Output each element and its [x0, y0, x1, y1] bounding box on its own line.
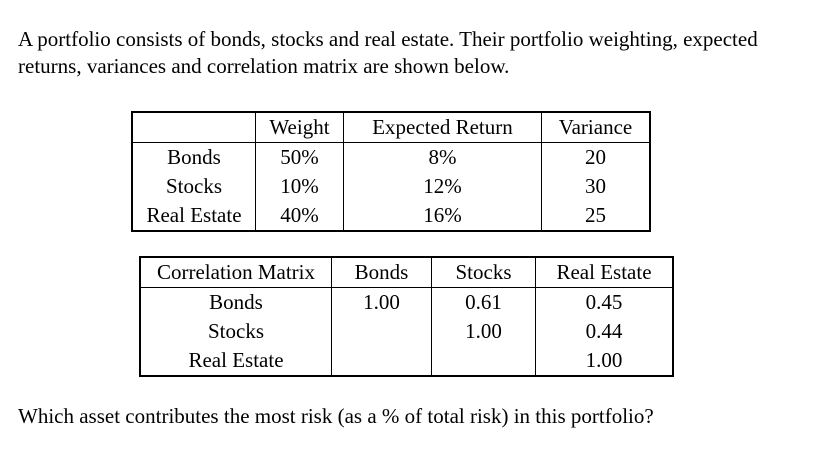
asset-name: Bonds: [131, 142, 256, 172]
corr-real-estate: 0.44: [535, 317, 674, 346]
question-text: Which asset contributes the most risk (a…: [18, 404, 654, 428]
corr-stocks: 0.61: [431, 287, 536, 317]
variance-header: Variance: [541, 112, 651, 143]
asset-name: Real Estate: [131, 201, 256, 231]
asset-weight: 10%: [255, 172, 344, 201]
asset-expected-return: 12%: [343, 172, 542, 201]
correlation-matrix-header: Correlation Matrix: [139, 257, 332, 288]
intro-text: A portfolio consists of bonds, stocks an…: [18, 26, 823, 80]
asset-variance: 20: [541, 142, 651, 172]
corr-stocks: 1.00: [431, 317, 536, 346]
corr-real-estate: 1.00: [535, 346, 674, 376]
real-estate-column-header: Real Estate: [535, 257, 674, 288]
row-label: Stocks: [139, 317, 332, 346]
table-row: Bonds 50% 8% 20: [131, 142, 651, 172]
corr-real-estate: 0.45: [535, 287, 674, 317]
asset-expected-return: 8%: [343, 142, 542, 172]
corr-stocks: [431, 346, 536, 376]
bonds-column-header: Bonds: [331, 257, 432, 288]
asset-weight: 40%: [255, 201, 344, 231]
corr-bonds: [331, 317, 432, 346]
row-label: Bonds: [139, 287, 332, 317]
table-row: Real Estate 1.00: [139, 346, 674, 376]
table-row: Stocks 1.00 0.44: [139, 317, 674, 346]
asset-variance: 30: [541, 172, 651, 201]
asset-variance: 25: [541, 201, 651, 231]
table-row: Real Estate 40% 16% 25: [131, 201, 651, 231]
weight-header: Weight: [255, 112, 344, 143]
asset-weight: 50%: [255, 142, 344, 172]
asset-expected-return: 16%: [343, 201, 542, 231]
corr-bonds: 1.00: [331, 287, 432, 317]
stocks-column-header: Stocks: [431, 257, 536, 288]
intro-line-1: A portfolio consists of bonds, stocks an…: [18, 27, 758, 51]
expected-return-header: Expected Return: [343, 112, 542, 143]
asset-header-blank: [131, 112, 256, 143]
intro-line-2: returns, variances and correlation matri…: [18, 54, 510, 78]
table-row: Stocks 10% 12% 30: [131, 172, 651, 201]
asset-table: Weight Expected Return Variance Bonds 50…: [131, 111, 651, 232]
correlation-table-header: Correlation Matrix Bonds Stocks Real Est…: [139, 257, 674, 288]
row-label: Real Estate: [139, 346, 332, 376]
corr-bonds: [331, 346, 432, 376]
correlation-matrix-table: Correlation Matrix Bonds Stocks Real Est…: [139, 256, 674, 377]
table-row: Bonds 1.00 0.61 0.45: [139, 287, 674, 317]
asset-table-header: Weight Expected Return Variance: [131, 112, 651, 143]
asset-name: Stocks: [131, 172, 256, 201]
